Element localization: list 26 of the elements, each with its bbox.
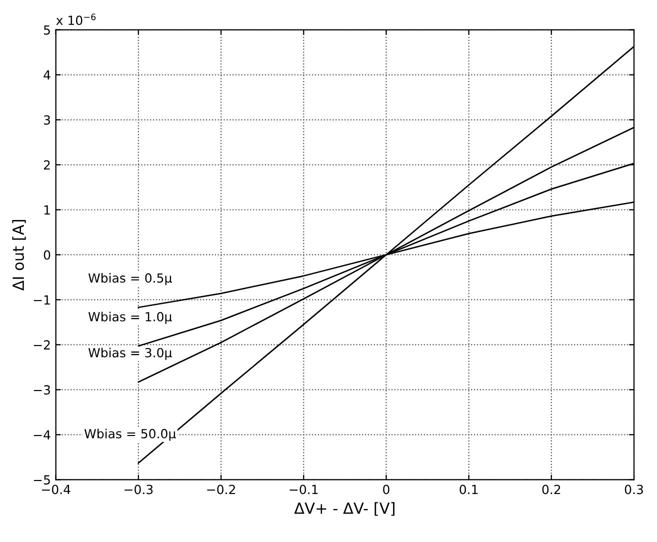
- y-tick-label: −4: [34, 430, 50, 440]
- y-tick-label: −3: [34, 385, 50, 395]
- series-label: Wbias = 3.0μ: [88, 348, 172, 360]
- x-tick-label: 0.1: [460, 484, 478, 494]
- y-tick-label: −2: [34, 340, 50, 350]
- text: x 10$^{−6}$: [56, 14, 96, 26]
- x-tick-label: −0.3: [124, 484, 153, 494]
- series-label: Wbias = 1.0μ: [88, 312, 172, 324]
- series-label: Wbias = 50.0μ: [84, 428, 176, 441]
- y-axis-title: ΔI out [A]: [12, 220, 26, 291]
- x-axis-title: ΔV+ - ΔV- [V]: [294, 502, 394, 516]
- x-tick-label: −0.1: [290, 484, 318, 494]
- y-tick-label: 3: [44, 115, 50, 125]
- series-label: Wbias = 0.5μ: [88, 273, 172, 286]
- x-tick-label: 0.3: [624, 484, 643, 494]
- y-tick-label: 2: [44, 160, 50, 170]
- x-tick-label: −0.2: [207, 484, 235, 494]
- y-tick-label: −5: [34, 475, 50, 485]
- x-tick-label: 0.2: [542, 484, 560, 494]
- y-tick-label: 0: [44, 250, 50, 260]
- y-tick-label: 1: [44, 205, 50, 215]
- x-tick-label: 0: [383, 484, 390, 494]
- x-tick-label: −0.4: [42, 484, 70, 494]
- y-tick-label: 5: [44, 25, 50, 35]
- y-tick-label: 4: [44, 70, 50, 80]
- y-tick-label: −1: [34, 295, 50, 304]
